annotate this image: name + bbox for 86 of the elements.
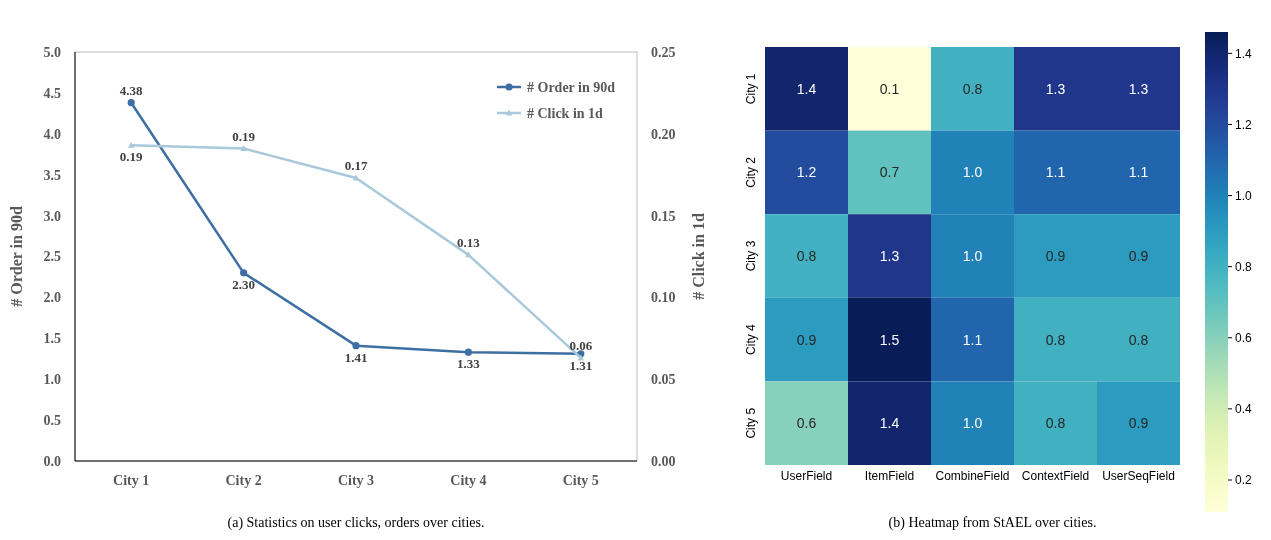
data-label: 1.5 xyxy=(879,331,900,348)
data-label: 2.30 xyxy=(232,276,255,292)
data-label: 4.38 xyxy=(119,82,144,98)
y-tick-label: 0.0 xyxy=(43,453,61,469)
data-label: 1.4 xyxy=(879,415,900,432)
x-tick-label: City 4 xyxy=(450,473,487,488)
data-label: 1.1 xyxy=(962,331,983,348)
data-label: 1.41 xyxy=(344,349,368,365)
y-tick-label: 5.0 xyxy=(43,44,61,60)
data-label: 1.4 xyxy=(796,80,817,97)
color-bar-label: 0.6 xyxy=(1235,330,1253,345)
y2-tick-label: 0.25 xyxy=(651,44,676,60)
point xyxy=(240,269,248,277)
y2-axis-title: # Click in 1d xyxy=(690,213,707,300)
data-label: 0.8 xyxy=(1128,331,1149,348)
point xyxy=(464,348,472,356)
data-label: 0.9 xyxy=(1128,247,1149,264)
y2-tick-label: 0.00 xyxy=(651,453,676,469)
data-label: 1.31 xyxy=(569,357,593,373)
data-label: 1.2 xyxy=(796,164,817,181)
y-tick-label: 3.5 xyxy=(43,167,61,183)
data-label: 1.3 xyxy=(1128,80,1149,97)
data-label: 0.8 xyxy=(1045,331,1066,348)
x-tick-label: CombineField xyxy=(935,469,1010,483)
y2-tick-label: 0.20 xyxy=(651,126,676,142)
y-tick-label: 4.5 xyxy=(43,85,61,101)
point xyxy=(352,342,360,350)
data-label: 0.8 xyxy=(1045,415,1066,432)
x-tick-label: City 1 xyxy=(113,473,150,488)
data-label: 0.9 xyxy=(796,331,817,348)
color-bar-label: 1.4 xyxy=(1235,46,1253,61)
data-label: 1.0 xyxy=(962,415,983,432)
data-label: 1.3 xyxy=(879,247,900,264)
y-tick-label: 1.0 xyxy=(43,372,61,388)
data-label: 0.9 xyxy=(1128,415,1149,432)
data-label: 1.3 xyxy=(1045,80,1066,97)
y-tick-label: 3.0 xyxy=(43,208,61,224)
color-bar-label: 1.0 xyxy=(1235,188,1253,203)
legend-label: # Click in 1d xyxy=(527,105,604,121)
color-bar-label: 0.4 xyxy=(1235,402,1253,417)
data-label: 0.8 xyxy=(962,80,983,97)
data-label: 0.19 xyxy=(232,128,256,144)
y-tick-label: City 4 xyxy=(744,323,758,355)
y2-tick-label: 0.15 xyxy=(651,208,676,224)
x-tick-label: City 3 xyxy=(337,473,375,488)
point xyxy=(128,141,135,148)
text: (a) Statistics on user clicks, orders over cities. xyxy=(227,515,485,531)
data-label: 0.9 xyxy=(1045,247,1066,264)
text: (b) Heatmap from StAEL over cities. xyxy=(888,515,1097,531)
y-tick-label: 4.0 xyxy=(43,126,61,142)
data-label: 0.8 xyxy=(796,247,817,264)
data-label: 0.13 xyxy=(457,234,481,250)
legend-label: # Order in 90d xyxy=(527,79,616,95)
y-tick-label: 0.5 xyxy=(43,413,61,428)
y-tick-label: City 2 xyxy=(744,156,758,188)
data-label: 0.19 xyxy=(119,149,144,165)
data-label: 1.0 xyxy=(962,164,983,181)
data-label: 1.1 xyxy=(1128,164,1149,181)
y2-tick-label: 0.10 xyxy=(651,290,676,306)
data-label: 1.0 xyxy=(962,247,983,264)
y-tick-label: City 3 xyxy=(744,240,758,272)
data-label: 0.6 xyxy=(796,415,817,432)
y-tick-label: City 5 xyxy=(744,407,758,439)
data-label: 1.33 xyxy=(457,356,481,372)
color-bar-label: 0.2 xyxy=(1235,473,1253,488)
color-bar-label: 0.8 xyxy=(1235,259,1253,274)
data-label: 0.7 xyxy=(879,164,900,181)
x-tick-label: UserField xyxy=(780,469,833,483)
point xyxy=(127,99,135,107)
y-tick-label: 2.0 xyxy=(43,290,61,306)
y-axis-title: # Order in 90d xyxy=(8,206,25,307)
y-tick-label: City 1 xyxy=(744,73,758,105)
x-tick-label: City 2 xyxy=(225,473,262,488)
x-tick-label: City 5 xyxy=(562,473,599,488)
color-bar-label: 1.2 xyxy=(1235,117,1253,132)
y-tick-label: 2.5 xyxy=(43,249,61,265)
x-tick-label: ItemField xyxy=(864,469,915,483)
y2-tick-label: 0.05 xyxy=(651,372,676,388)
data-label: 0.06 xyxy=(569,337,593,353)
point xyxy=(240,145,247,152)
x-tick-label: ContextField xyxy=(1021,469,1090,483)
x-tick-label: UserSeqField xyxy=(1102,469,1175,483)
data-label: 1.1 xyxy=(1045,164,1066,181)
data-label: 0.1 xyxy=(879,80,900,97)
data-label: 0.17 xyxy=(344,157,368,173)
y-tick-label: 1.5 xyxy=(43,331,61,347)
